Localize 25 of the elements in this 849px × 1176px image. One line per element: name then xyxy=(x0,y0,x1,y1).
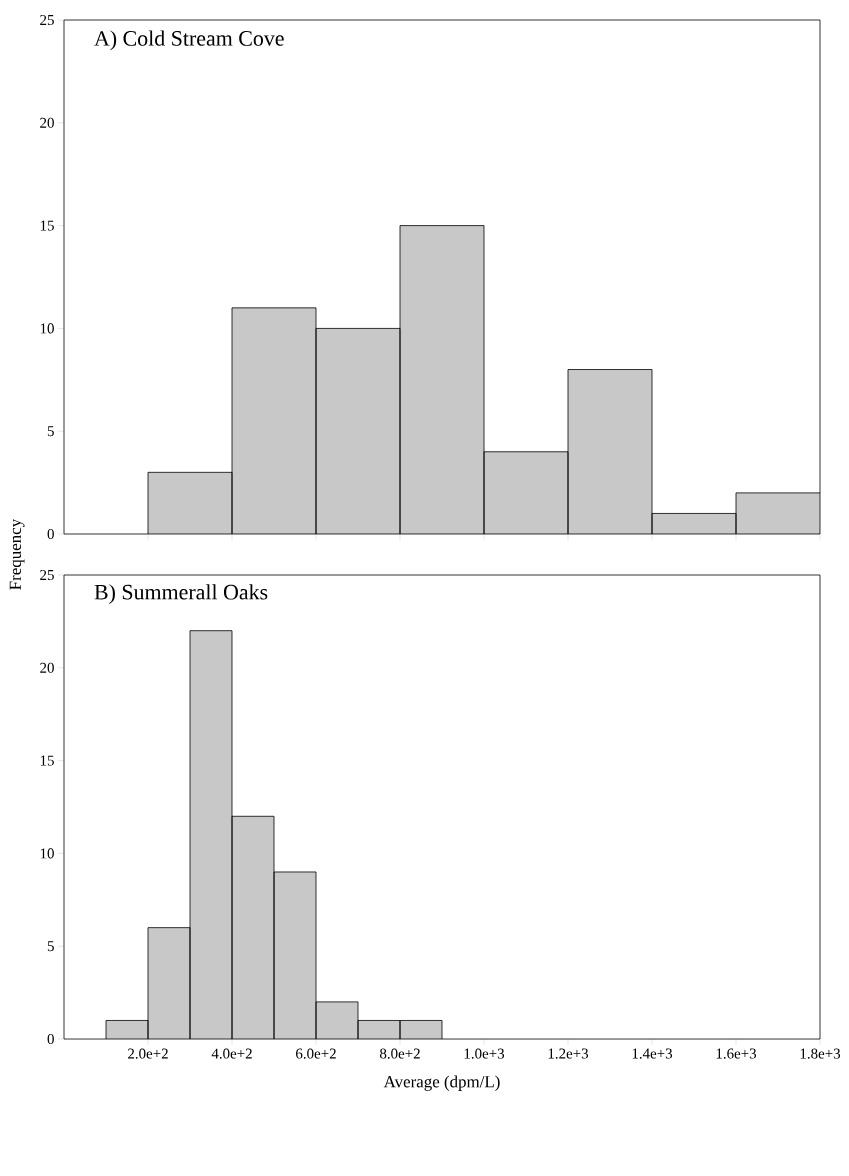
x-tick-label: 1.2e+3 xyxy=(548,1048,589,1059)
y-tick-label: 20 xyxy=(40,662,54,673)
y-tick-label: 0 xyxy=(47,528,54,540)
chart-title: B) Summerall Oaks xyxy=(94,584,268,605)
x-tick-label: 8.0e+2 xyxy=(379,1048,420,1059)
y-axis-title: Frequency xyxy=(9,518,25,590)
x-tick-label: 4.0e+2 xyxy=(211,1048,252,1059)
y-tick-label: 5 xyxy=(47,941,54,952)
y-tick-label: 10 xyxy=(40,323,54,334)
y-tick-label: 0 xyxy=(47,1033,54,1045)
chart-title: A) Cold Stream Cove xyxy=(94,30,284,51)
y-tick-label: 25 xyxy=(40,570,54,581)
y-tick-label: 10 xyxy=(40,848,54,859)
x-axis-title: Average (dpm/L) xyxy=(383,1075,500,1091)
x-tick-label: 1.0e+3 xyxy=(464,1048,505,1059)
y-tick-label: 5 xyxy=(47,426,54,437)
x-tick-label: 1.4e+3 xyxy=(632,1048,673,1059)
x-tick-label: 6.0e+2 xyxy=(296,1048,336,1059)
y-tick-label: 20 xyxy=(40,117,54,128)
y-tick-label: 15 xyxy=(40,755,54,766)
x-tick-label: 1.6e+3 xyxy=(716,1048,757,1059)
y-tick-label: 15 xyxy=(40,220,54,231)
x-tick-label: 2.0e+2 xyxy=(128,1048,168,1059)
y-tick-label: 25 xyxy=(40,14,54,26)
x-tick-label: 1.8e+3 xyxy=(800,1048,841,1059)
